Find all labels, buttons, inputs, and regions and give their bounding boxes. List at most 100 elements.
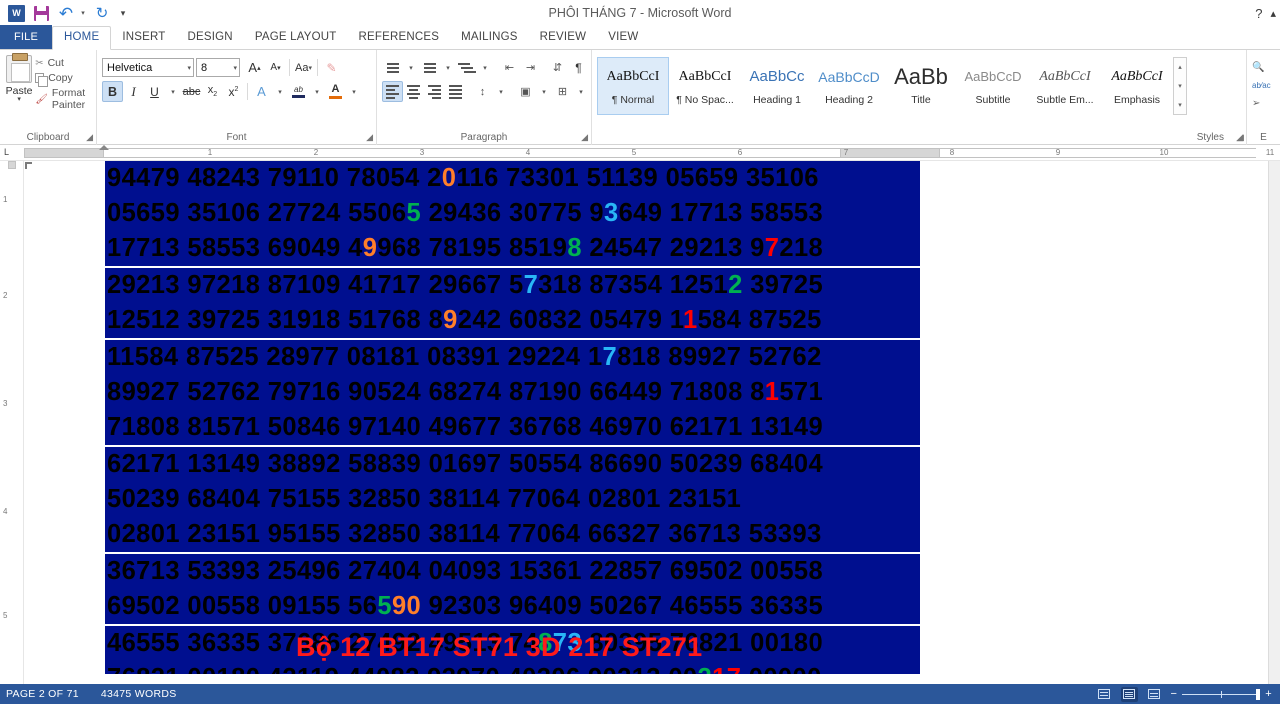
bold-button[interactable]: B — [102, 81, 123, 102]
superscript-button[interactable]: x2 — [223, 81, 244, 102]
tab-view[interactable]: VIEW — [608, 31, 639, 43]
multilevel-list-button[interactable] — [456, 57, 477, 78]
number-row[interactable]: 94479 48243 79110 78054 20116 73301 5113… — [105, 161, 920, 196]
numbering-dropdown[interactable]: ▾ — [446, 64, 450, 72]
font-name-combobox[interactable]: Helvetica ▾ — [102, 58, 194, 77]
number-row[interactable]: 76821 00180 42119 44082 93970 40306 9021… — [105, 661, 920, 674]
undo-dropdown-caret[interactable]: ▾ — [81, 10, 85, 17]
paste-caret[interactable]: ▾ — [17, 96, 21, 103]
tab-stop-selector[interactable]: L — [4, 147, 10, 157]
vertical-scrollbar[interactable] — [1268, 161, 1280, 684]
number-row[interactable]: 89927 52762 79716 90524 68274 87190 6644… — [105, 375, 920, 410]
font-color-button[interactable]: A — [325, 81, 346, 102]
document-text-block[interactable]: 94479 48243 79110 78054 20116 73301 5113… — [105, 161, 920, 674]
number-row[interactable]: 12512 39725 31918 51768 89242 60832 0547… — [105, 303, 920, 338]
styles-dialog-launcher[interactable]: ◢ — [1236, 132, 1243, 142]
underline-dropdown[interactable]: ▾ — [171, 88, 175, 96]
number-row[interactable]: 05659 35106 27724 55065 29436 30775 9364… — [105, 196, 920, 231]
cut-button[interactable]: ✂ Cut — [33, 56, 91, 70]
align-left-button[interactable] — [382, 81, 403, 102]
number-row[interactable]: 11584 87525 28977 08181 08391 29224 1781… — [105, 338, 920, 375]
zoom-track[interactable] — [1182, 688, 1261, 700]
align-right-button[interactable] — [424, 81, 445, 102]
styles-more-icon[interactable]: ▾ — [1178, 101, 1182, 109]
zoom-thumb[interactable] — [1256, 688, 1261, 700]
shrink-font-button[interactable]: A ▾ — [270, 62, 281, 73]
grow-font-button[interactable]: A ▴ — [248, 60, 261, 75]
change-case-button[interactable]: Aa ▾ — [295, 61, 312, 74]
style-normal[interactable]: AaBbCcI ¶ Normal — [597, 57, 669, 115]
find-button[interactable]: 🔍 — [1252, 58, 1275, 76]
save-icon[interactable] — [29, 2, 53, 24]
clipboard-dialog-launcher[interactable]: ◢ — [86, 132, 93, 142]
text-highlight-button[interactable]: ab — [288, 81, 309, 102]
paragraph-dialog-launcher[interactable]: ◢ — [581, 132, 588, 142]
style-no-spacing[interactable]: AaBbCcI ¶ No Spac... — [669, 57, 741, 115]
underline-button[interactable]: U — [144, 81, 165, 102]
subscript-button[interactable]: x2 — [202, 81, 223, 102]
bullets-button[interactable] — [382, 57, 403, 78]
text-effects-button[interactable]: A — [251, 81, 272, 102]
style-title[interactable]: AaBb Title — [885, 57, 957, 115]
zoom-slider[interactable]: − + — [1170, 688, 1272, 700]
multilevel-dropdown[interactable]: ▾ — [483, 64, 487, 72]
tab-home[interactable]: HOME — [52, 26, 112, 50]
vertical-ruler[interactable]: 1 2 3 4 5 — [0, 161, 24, 684]
number-row[interactable]: 62171 13149 38892 58839 01697 50554 8669… — [105, 445, 920, 482]
print-layout-button[interactable] — [1120, 686, 1138, 702]
number-row[interactable]: 17713 58553 69049 49968 78195 85198 2454… — [105, 231, 920, 266]
justify-button[interactable] — [445, 81, 466, 102]
tab-references[interactable]: REFERENCES — [358, 31, 440, 43]
strikethrough-button[interactable]: abc — [181, 81, 202, 102]
number-row[interactable]: 46555 36335 37686 27492 49513 74873 8039… — [105, 624, 920, 661]
align-center-button[interactable] — [403, 81, 424, 102]
text-effects-dropdown[interactable]: ▾ — [278, 88, 282, 96]
first-line-indent-marker[interactable] — [99, 145, 109, 150]
tab-review[interactable]: REVIEW — [539, 31, 587, 43]
horizontal-ruler[interactable]: L 1 2 3 4 5 6 7 8 9 10 11 — [0, 145, 1280, 161]
number-row[interactable]: 50239 68404 75155 32850 38114 77064 0280… — [105, 482, 920, 517]
tab-insert[interactable]: INSERT — [122, 31, 166, 43]
clear-formatting-button[interactable]: ✎ — [321, 57, 342, 78]
style-heading-2[interactable]: AaBbCcD Heading 2 — [813, 57, 885, 115]
web-layout-button[interactable] — [1146, 687, 1163, 702]
collapse-ribbon-icon[interactable]: ▴ — [1270, 7, 1276, 20]
paste-button[interactable]: Paste ▾ — [5, 53, 33, 103]
font-size-combobox[interactable]: 8 ▾ — [196, 58, 240, 77]
style-heading-1[interactable]: AaBbCc Heading 1 — [741, 57, 813, 115]
annotation-overlay-text[interactable]: Bộ 12 BT17 ST71 3D 217 ST271 — [296, 632, 703, 662]
styles-scroll-up-icon[interactable]: ▴ — [1178, 64, 1182, 72]
shading-dropdown[interactable]: ▾ — [542, 88, 546, 96]
number-row[interactable]: 02801 23151 95155 32850 38114 77064 6632… — [105, 517, 920, 552]
bullets-dropdown[interactable]: ▾ — [409, 64, 413, 72]
borders-button[interactable]: ⊞ — [552, 81, 573, 102]
editing-dialog-launcher[interactable]: ◢ — [1237, 132, 1244, 142]
increase-indent-button[interactable]: ⇥ — [520, 57, 541, 78]
line-spacing-button[interactable]: ↕ — [472, 81, 493, 102]
read-mode-button[interactable] — [1096, 687, 1113, 702]
tab-page-layout[interactable]: PAGE LAYOUT — [254, 31, 337, 43]
customize-qat-icon[interactable]: ▾ — [115, 2, 131, 24]
line-spacing-dropdown[interactable]: ▾ — [499, 88, 503, 96]
redo-icon[interactable]: ↻ — [90, 2, 114, 24]
tab-design[interactable]: DESIGN — [187, 31, 233, 43]
document-page[interactable]: 94479 48243 79110 78054 20116 73301 5113… — [24, 161, 1280, 684]
replace-button[interactable]: ab⁄ac — [1252, 76, 1275, 94]
page-indicator[interactable]: PAGE 2 OF 71 — [6, 688, 79, 700]
tab-mailings[interactable]: MAILINGS — [461, 31, 518, 43]
number-row[interactable]: 71808 81571 50846 97140 49677 36768 4697… — [105, 410, 920, 445]
highlight-dropdown[interactable]: ▾ — [315, 88, 319, 96]
font-color-dropdown[interactable]: ▾ — [352, 88, 356, 96]
word-app-icon[interactable]: W — [4, 2, 28, 24]
zoom-out-icon[interactable]: − — [1170, 688, 1178, 700]
select-button[interactable]: ➢ — [1252, 94, 1275, 112]
show-formatting-marks-button[interactable]: ¶ — [568, 57, 589, 78]
shading-button[interactable]: ▣ — [515, 81, 536, 102]
zoom-in-icon[interactable]: + — [1265, 688, 1272, 700]
font-dialog-launcher[interactable]: ◢ — [366, 132, 373, 142]
format-painter-button[interactable]: 🖌 Format Painter — [33, 86, 91, 112]
italic-button[interactable]: I — [123, 81, 144, 102]
word-count[interactable]: 43475 WORDS — [100, 688, 177, 700]
tab-file[interactable]: FILE — [0, 25, 53, 49]
styles-gallery-scrollbar[interactable]: ▴ ▾ ▾ — [1173, 57, 1187, 115]
